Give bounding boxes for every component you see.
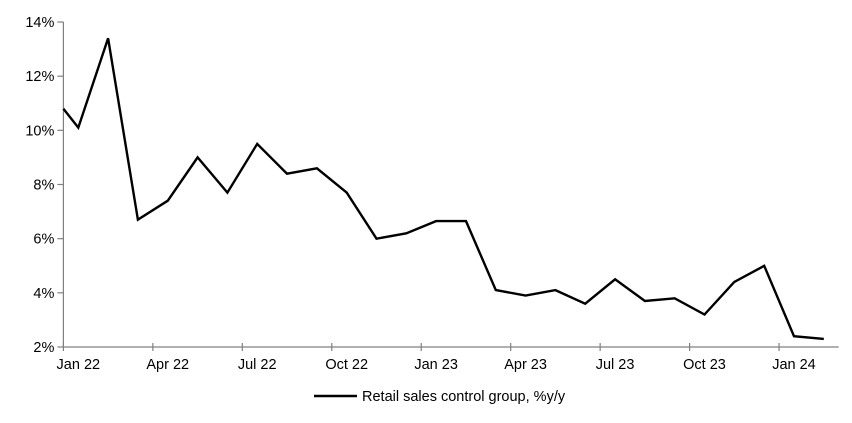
y-axis-ticks xyxy=(57,21,64,348)
x-axis-tick-label: Jan 24 xyxy=(772,357,816,373)
y-axis-tick-label: 2% xyxy=(33,340,54,356)
x-axis-tick-label: Oct 22 xyxy=(325,357,368,373)
y-axis-tick-label: 8% xyxy=(33,178,54,194)
x-axis-ticks xyxy=(62,343,780,351)
x-axis-tick-label: Jul 23 xyxy=(596,357,635,373)
legend: Retail sales control group, %y/y xyxy=(314,389,566,405)
y-axis-tick-label: 12% xyxy=(25,69,54,85)
y-axis-tick-label: 4% xyxy=(33,286,54,302)
legend-label: Retail sales control group, %y/y xyxy=(362,389,566,405)
y-axis-tick-label: 10% xyxy=(25,123,54,139)
y-axis-tick-label: 14% xyxy=(25,15,54,31)
x-axis-tick-label: Jul 22 xyxy=(238,357,277,373)
x-axis-tick-label: Oct 23 xyxy=(683,357,726,373)
series-line-retail-sales-control-group xyxy=(62,37,824,341)
y-axis-tick-label: 6% xyxy=(33,232,54,248)
x-axis-tick-label: Apr 22 xyxy=(146,357,189,373)
x-axis-tick-label: Apr 23 xyxy=(504,357,547,373)
x-axis-tick-label: Jan 23 xyxy=(414,357,458,373)
series-group xyxy=(62,37,824,341)
y-axis-labels: 14% 12% 10% 8% 6% 4% 2% xyxy=(25,15,54,356)
x-axis-labels: Jan 22 Apr 22 Jul 22 Oct 22 Jan 23 Apr 23 Jul … xyxy=(57,357,816,373)
x-axis-tick-label: Jan 22 xyxy=(57,357,101,373)
